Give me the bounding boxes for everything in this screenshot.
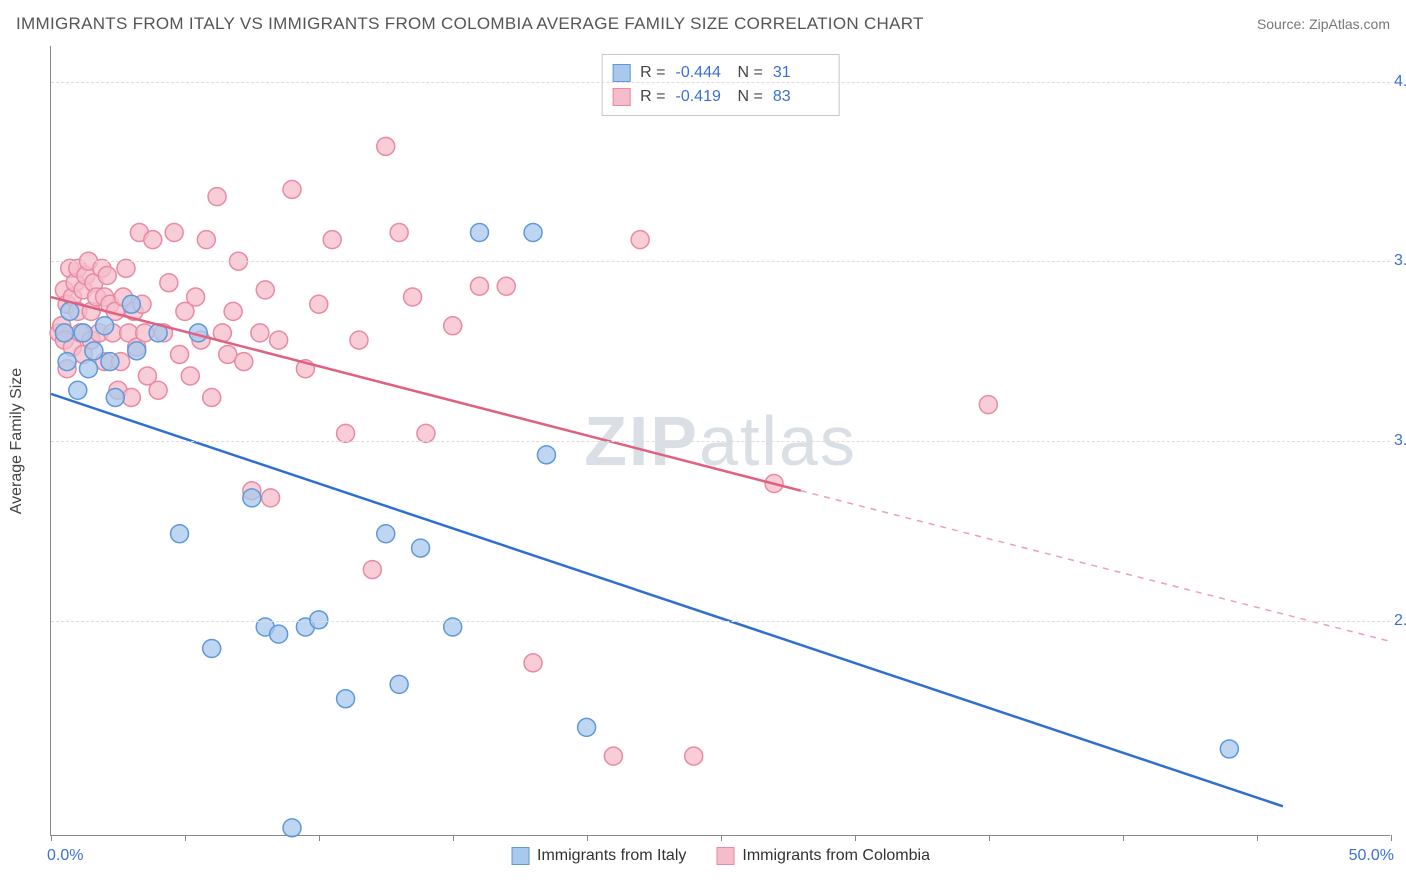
data-point-colombia <box>171 345 189 363</box>
x-tick <box>1391 835 1392 841</box>
x-tick <box>185 835 186 841</box>
data-point-colombia <box>203 388 221 406</box>
data-point-italy <box>128 342 146 360</box>
data-point-colombia <box>310 295 328 313</box>
data-point-colombia <box>251 324 269 342</box>
chart-title: IMMIGRANTS FROM ITALY VS IMMIGRANTS FROM… <box>16 14 924 34</box>
data-point-colombia <box>165 224 183 242</box>
data-point-colombia <box>262 489 280 507</box>
data-point-italy <box>58 353 76 371</box>
swatch-colombia <box>716 847 734 865</box>
data-point-colombia <box>363 561 381 579</box>
data-point-colombia <box>122 388 140 406</box>
swatch-italy <box>511 847 529 865</box>
data-point-italy <box>85 342 103 360</box>
data-point-italy <box>283 819 301 837</box>
stats-legend: R = -0.444 N = 31 R = -0.419 N = 83 <box>601 54 840 116</box>
data-point-colombia <box>685 747 703 765</box>
data-point-colombia <box>224 302 242 320</box>
y-tick-label: 3.00 <box>1394 432 1406 450</box>
x-tick <box>453 835 454 841</box>
swatch-colombia <box>612 88 630 106</box>
data-point-colombia <box>283 180 301 198</box>
stats-row-colombia: R = -0.419 N = 83 <box>612 85 825 109</box>
gridline <box>51 621 1390 622</box>
swatch-italy <box>612 64 630 82</box>
data-point-italy <box>537 446 555 464</box>
data-point-italy <box>243 489 261 507</box>
data-point-colombia <box>181 367 199 385</box>
data-point-colombia <box>270 331 288 349</box>
data-point-italy <box>55 324 73 342</box>
data-point-colombia <box>350 331 368 349</box>
data-point-colombia <box>604 747 622 765</box>
data-point-colombia <box>497 277 515 295</box>
data-point-italy <box>412 539 430 557</box>
y-axis-title: Average Family Size <box>8 367 26 513</box>
data-point-italy <box>337 690 355 708</box>
data-point-colombia <box>979 396 997 414</box>
data-point-colombia <box>444 317 462 335</box>
x-tick <box>1257 835 1258 841</box>
gridline <box>51 261 1390 262</box>
x-tick <box>989 835 990 841</box>
data-point-italy <box>171 525 189 543</box>
data-point-italy <box>377 525 395 543</box>
legend-item-italy: Immigrants from Italy <box>511 847 686 865</box>
data-point-colombia <box>337 424 355 442</box>
data-point-italy <box>524 224 542 242</box>
data-point-italy <box>101 353 119 371</box>
bottom-legend: Immigrants from Italy Immigrants from Co… <box>511 847 930 865</box>
gridline <box>51 441 1390 442</box>
data-point-italy <box>106 388 124 406</box>
legend-item-colombia: Immigrants from Colombia <box>716 847 930 865</box>
x-axis-max-label: 50.0% <box>1349 847 1394 865</box>
y-tick-label: 3.50 <box>1394 252 1406 270</box>
data-point-colombia <box>197 231 215 249</box>
gridline <box>51 82 1390 83</box>
data-point-colombia <box>160 274 178 292</box>
data-point-italy <box>74 324 92 342</box>
trendline-colombia-extrapolated <box>801 491 1390 642</box>
data-point-colombia <box>470 277 488 295</box>
data-point-italy <box>61 302 79 320</box>
plot-area: Average Family Size ZIPatlas R = -0.444 … <box>50 46 1390 836</box>
data-point-italy <box>122 295 140 313</box>
data-point-colombia <box>256 281 274 299</box>
x-axis-min-label: 0.0% <box>47 847 83 865</box>
source-credit: Source: ZipAtlas.com <box>1257 16 1390 32</box>
data-point-colombia <box>235 353 253 371</box>
data-point-colombia <box>219 345 237 363</box>
data-point-italy <box>203 640 221 658</box>
x-tick <box>1123 835 1124 841</box>
x-tick <box>51 835 52 841</box>
data-point-colombia <box>149 381 167 399</box>
y-tick-label: 2.50 <box>1394 612 1406 630</box>
data-point-italy <box>470 224 488 242</box>
data-point-colombia <box>187 288 205 306</box>
data-point-colombia <box>404 288 422 306</box>
data-point-italy <box>69 381 87 399</box>
x-tick <box>319 835 320 841</box>
data-point-colombia <box>323 231 341 249</box>
data-point-italy <box>79 360 97 378</box>
data-point-italy <box>1220 740 1238 758</box>
x-tick <box>587 835 588 841</box>
data-point-colombia <box>524 654 542 672</box>
data-point-colombia <box>377 137 395 155</box>
y-tick-label: 4.00 <box>1394 73 1406 91</box>
data-point-colombia <box>144 231 162 249</box>
data-point-colombia <box>98 267 116 285</box>
data-point-italy <box>270 625 288 643</box>
x-tick <box>721 835 722 841</box>
data-point-colombia <box>417 424 435 442</box>
data-point-italy <box>96 317 114 335</box>
data-point-colombia <box>208 188 226 206</box>
data-point-italy <box>390 675 408 693</box>
x-tick <box>855 835 856 841</box>
data-point-colombia <box>631 231 649 249</box>
data-point-italy <box>578 718 596 736</box>
data-point-colombia <box>390 224 408 242</box>
